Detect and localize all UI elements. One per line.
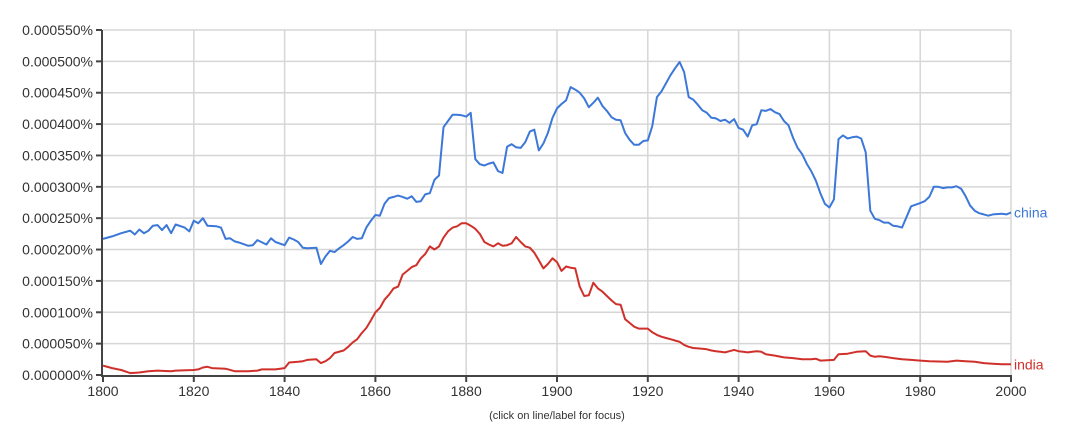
y-tick-label: 0.000400% xyxy=(22,116,93,132)
x-tick-label: 1960 xyxy=(814,383,845,399)
x-tick-label: 1900 xyxy=(541,383,572,399)
gridlines xyxy=(103,29,1012,375)
x-tick-label: 1880 xyxy=(451,383,482,399)
y-tick-label: 0.000200% xyxy=(22,242,93,258)
x-tick-label: 1860 xyxy=(360,383,391,399)
series-label-china[interactable]: china xyxy=(1014,205,1048,221)
x-axis-ticks: 1800 1820 1840 1860 1880 1900 1920 1940 1960 1980… xyxy=(87,376,1027,399)
y-tick-label: 0.000300% xyxy=(22,179,93,195)
x-tick-label: 2000 xyxy=(995,383,1026,399)
x-tick-label: 1840 xyxy=(269,383,300,399)
x-tick-label: 1920 xyxy=(632,383,663,399)
y-tick-label: 0.000500% xyxy=(22,53,93,69)
y-tick-label: 0.000000% xyxy=(22,367,93,383)
x-tick-label: 1820 xyxy=(178,383,209,399)
series-label-india[interactable]: india xyxy=(1014,356,1044,372)
x-tick-label: 1980 xyxy=(905,383,936,399)
y-tick-label: 0.000350% xyxy=(22,147,93,163)
y-tick-label: 0.000250% xyxy=(22,210,93,226)
y-tick-label: 0.000150% xyxy=(22,273,93,289)
series-lines[interactable]: china india xyxy=(102,61,1048,375)
series-line-india[interactable] xyxy=(102,222,1011,375)
y-tick-label: 0.000450% xyxy=(22,85,93,101)
focus-hint-note: (click on line/label for focus) xyxy=(489,410,625,422)
y-tick-label: 0.000550% xyxy=(22,22,93,38)
x-tick-label: 1940 xyxy=(723,383,754,399)
x-tick-label: 1800 xyxy=(87,383,118,399)
y-axis-ticks: 0.000000% 0.000050% 0.000100% 0.000150% 0.00… xyxy=(22,22,102,383)
y-tick-label: 0.000050% xyxy=(22,336,93,352)
series-line-china[interactable] xyxy=(102,61,1012,265)
y-tick-label: 0.000100% xyxy=(22,304,93,320)
